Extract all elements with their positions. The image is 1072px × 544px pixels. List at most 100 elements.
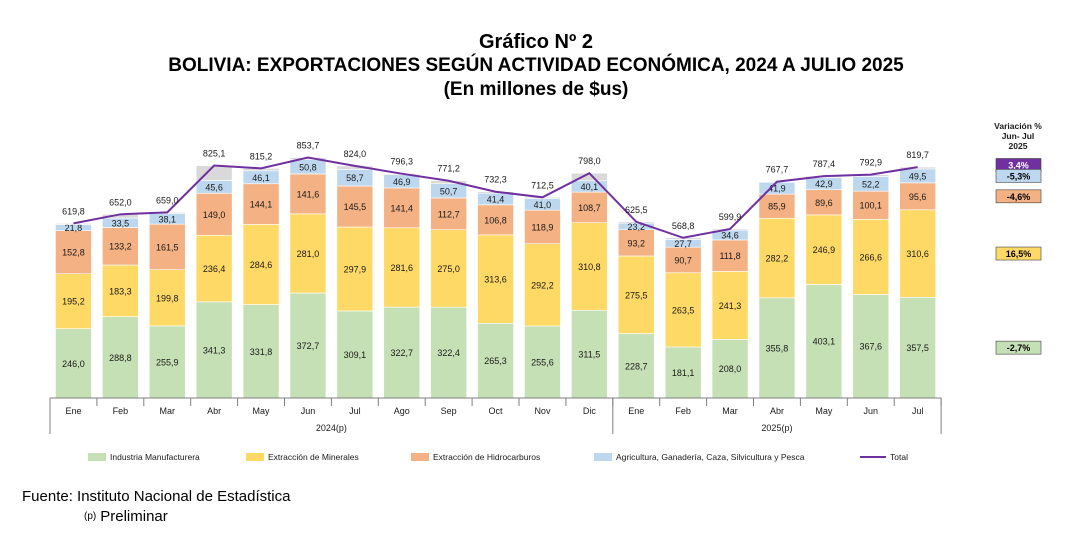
segment-label: 181,1 [672,368,695,378]
segment-label: 152,8 [62,248,85,258]
segment-label: 21,8 [65,223,83,233]
chart-titles: Gráfico Nº 2 BOLIVIA: EXPORTACIONES SEGÚ… [0,30,1072,102]
segment-label: 52,2 [862,179,880,189]
x-tick-label: Mar [160,406,176,416]
bar-segment [336,310,374,399]
segment-label: 46,1 [252,173,270,183]
segment-label: 41,9 [768,184,786,194]
segment-label: 27,7 [674,239,692,249]
x-tick-label: Oct [489,406,504,416]
total-label: 819,7 [906,150,929,160]
x-tick-label: Jun [301,406,316,416]
variation-value: -5,3% [1007,171,1031,181]
segment-label: 85,9 [768,202,786,212]
segment-label: 310,8 [578,262,601,272]
year-group-label: 2024(p) [316,423,347,433]
bar-residual-segment [55,223,92,225]
chart-title: Gráfico Nº 2 [478,31,593,53]
bar-segment [195,234,233,303]
bar-segment [55,328,92,399]
total-label: 599,9 [719,212,742,222]
segment-label: 246,9 [813,245,836,255]
x-tick-label: Feb [675,406,691,416]
total-label: 619,8 [62,206,85,216]
segment-label: 23,2 [627,222,645,232]
variation-badge [995,169,1042,183]
segment-label: 108,7 [578,203,601,213]
bar-segment [102,227,139,266]
variation-badge [995,340,1042,355]
preliminary-note: (p) Preliminar [84,507,168,526]
segment-label: 297,9 [344,264,367,274]
segment-label: 58,7 [346,173,364,183]
segment-label: 355,8 [766,343,789,353]
segment-label: 199,8 [156,293,179,303]
segment-label: 111,8 [719,251,740,261]
bar-segment [852,294,890,399]
bar-segment [571,222,608,311]
segment-label: 112,7 [438,209,460,219]
segment-label: 89,6 [815,198,833,208]
segment-label: 42,9 [815,179,833,189]
legend-label: Extracción de Minerales [268,452,359,462]
x-tick-label: Mar [722,406,738,416]
legend-label: Industria Manufacturera [110,452,200,462]
total-label: 798,0 [578,156,601,166]
total-label: 771,2 [437,164,460,174]
x-tick-label: Ene [628,406,644,416]
segment-label: 263,5 [672,305,695,315]
segment-label: 255,9 [156,357,179,367]
segment-label: 403,1 [813,337,836,347]
variation-title: Variación % [994,121,1042,131]
bar-segment [289,292,327,399]
x-tick-label: Ago [394,406,410,416]
chart-units: (En millones de $us) [443,79,629,100]
bar-segment [899,296,936,399]
bar-segment [571,309,608,399]
variation-value: 3,4% [1008,161,1029,171]
segment-label: 367,6 [859,342,882,352]
legend-swatch [246,453,264,461]
total-label: 712,5 [531,180,554,190]
x-tick-label: Jun [863,406,878,416]
legend-label: Extracción de Hidrocarburos [433,452,540,462]
segment-label: 288,8 [109,353,132,363]
bar-segment [758,193,796,219]
segment-label: 313,6 [484,275,507,285]
total-label: 652,0 [109,197,132,207]
segment-label: 357,5 [906,343,929,353]
segment-label: 50,8 [299,162,317,172]
segment-label: 40,1 [581,182,599,192]
segment-label: 228,7 [625,361,648,371]
bar-segment [758,297,796,399]
chart-subtitle: BOLIVIA: EXPORTACIONES SEGÚN ACTIVIDAD E… [168,55,904,76]
segment-label: 90,7 [674,255,692,265]
legend-swatch [88,453,106,461]
segment-label: 322,4 [437,348,460,358]
bar-segment [852,190,890,220]
total-label: 853,7 [297,141,320,151]
bar-segment [242,304,280,399]
segment-label: 322,7 [390,348,413,358]
x-tick-label: Sep [441,406,457,416]
bar-segment [524,243,561,327]
legend-swatch [411,453,429,461]
segment-label: 34,6 [721,231,739,241]
segment-label: 372,7 [297,341,320,351]
segment-label: 331,8 [250,347,273,357]
segment-label: 311,5 [578,350,600,360]
total-label: 815,2 [250,151,273,161]
segment-label: 266,6 [859,252,882,262]
segment-label: 33,5 [112,218,130,228]
segment-label: 309,1 [344,350,367,360]
segment-label: 208,0 [719,364,742,374]
segment-label: 49,5 [909,171,927,181]
bar-segment [383,306,421,399]
segment-label: 145,5 [344,202,367,212]
total-label: 767,7 [766,165,789,175]
source-note: Fuente: Instituto Nacional de Estadístic… [22,488,291,505]
x-tick-label: May [815,406,833,416]
bar-segment [617,255,655,334]
segment-label: 292,2 [531,280,554,290]
bar-segment [430,197,467,231]
